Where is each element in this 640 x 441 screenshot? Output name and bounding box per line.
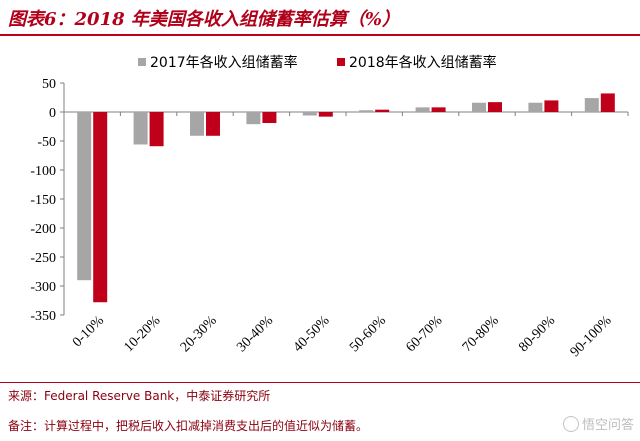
x-tick-label: 90-100% xyxy=(568,313,615,360)
bar-2018-20-30% xyxy=(206,112,220,136)
y-tick-label: -50 xyxy=(37,135,56,150)
chart-title: 图表6：2018 年美国各收入组储蓄率估算（%） xyxy=(8,9,400,30)
bar-2018-70-80% xyxy=(488,102,502,112)
bar-2017-20-30% xyxy=(190,112,204,136)
bar-2017-30-40% xyxy=(246,112,261,125)
bar-2018-0-10% xyxy=(93,112,108,303)
legend-swatch-2017 xyxy=(138,58,146,66)
title-bar: 图表6：2018 年美国各收入组储蓄率估算（%） xyxy=(0,0,640,36)
y-tick-label: 0 xyxy=(49,106,56,121)
x-tick-label: 30-40% xyxy=(234,313,276,355)
source-note: 来源：Federal Reserve Bank，中泰证券研究所 xyxy=(8,389,271,403)
watermark-text: 悟空问答 xyxy=(581,418,634,433)
y-tick-label: 50 xyxy=(42,77,56,92)
x-tick-label: 70-80% xyxy=(460,313,502,355)
y-tick-label: -150 xyxy=(30,193,56,208)
y-tick-label: -100 xyxy=(30,164,56,179)
bar-2018-80-90% xyxy=(544,100,559,112)
x-tick-label: 20-30% xyxy=(178,313,220,355)
y-tick-label: -350 xyxy=(30,309,56,324)
bar-2018-10-20% xyxy=(149,112,164,147)
bar-2017-90-100% xyxy=(584,98,599,112)
watermark: 悟空问答 xyxy=(562,414,634,433)
bar-2018-30-40% xyxy=(262,112,277,124)
x-tick-label: 40-50% xyxy=(291,313,333,355)
bar-2018-40-50% xyxy=(318,112,333,117)
bar-2017-80-90% xyxy=(528,102,543,112)
bar-chart: 50 0 -50 -100 -150 -200 -250 -300 -350 0-10% 10-20… xyxy=(30,54,629,360)
legend-label-2017: 2017年各收入组储蓄率 xyxy=(150,54,298,71)
footer-divider xyxy=(0,382,640,383)
y-tick-label: -200 xyxy=(30,222,56,237)
bar-2017-40-50% xyxy=(302,112,317,116)
watermark-logo-icon xyxy=(562,416,579,432)
x-tick-label: 80-90% xyxy=(516,313,558,355)
x-tick-label: 60-70% xyxy=(403,313,445,355)
x-tick-label: 50-60% xyxy=(347,313,389,355)
y-tick-label: -300 xyxy=(30,280,56,295)
remark-note: 备注：计算过程中，把税后收入扣减掉消费支出后的值近似为储蓄。 xyxy=(8,419,369,433)
bar-2017-70-80% xyxy=(472,102,486,112)
x-tick-label: 10-20% xyxy=(121,313,163,355)
x-tick-label: 0-10% xyxy=(70,313,107,350)
bar-2017-10-20% xyxy=(133,112,148,145)
legend-swatch-2018 xyxy=(337,58,345,66)
legend-label-2018: 2018年各收入组储蓄率 xyxy=(349,54,497,71)
bar-2017-60-70% xyxy=(415,107,430,112)
bar-2018-60-70% xyxy=(431,107,446,112)
bar-2018-50-60% xyxy=(375,109,390,112)
bar-2017-0-10% xyxy=(77,112,92,281)
bar-2017-50-60% xyxy=(359,110,374,112)
y-tick-label: -250 xyxy=(30,251,56,266)
bar-2018-90-100% xyxy=(600,93,615,112)
